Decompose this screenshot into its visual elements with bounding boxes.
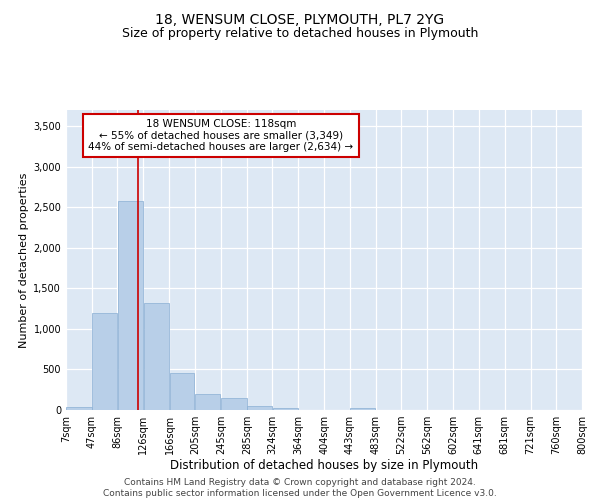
Text: 18 WENSUM CLOSE: 118sqm
← 55% of detached houses are smaller (3,349)
44% of semi: 18 WENSUM CLOSE: 118sqm ← 55% of detache… <box>88 119 353 152</box>
Bar <box>67 407 92 410</box>
Bar <box>350 408 376 410</box>
Bar <box>272 408 298 410</box>
Bar <box>144 303 169 410</box>
Y-axis label: Number of detached properties: Number of detached properties <box>19 172 29 348</box>
Bar <box>195 394 220 410</box>
Text: Size of property relative to detached houses in Plymouth: Size of property relative to detached ho… <box>122 28 478 40</box>
Bar <box>170 372 194 410</box>
Bar <box>118 201 143 410</box>
Bar <box>247 406 272 410</box>
X-axis label: Distribution of detached houses by size in Plymouth: Distribution of detached houses by size … <box>170 458 478 471</box>
Text: Contains HM Land Registry data © Crown copyright and database right 2024.
Contai: Contains HM Land Registry data © Crown c… <box>103 478 497 498</box>
Text: 18, WENSUM CLOSE, PLYMOUTH, PL7 2YG: 18, WENSUM CLOSE, PLYMOUTH, PL7 2YG <box>155 12 445 26</box>
Bar <box>221 398 247 410</box>
Bar <box>92 312 117 410</box>
